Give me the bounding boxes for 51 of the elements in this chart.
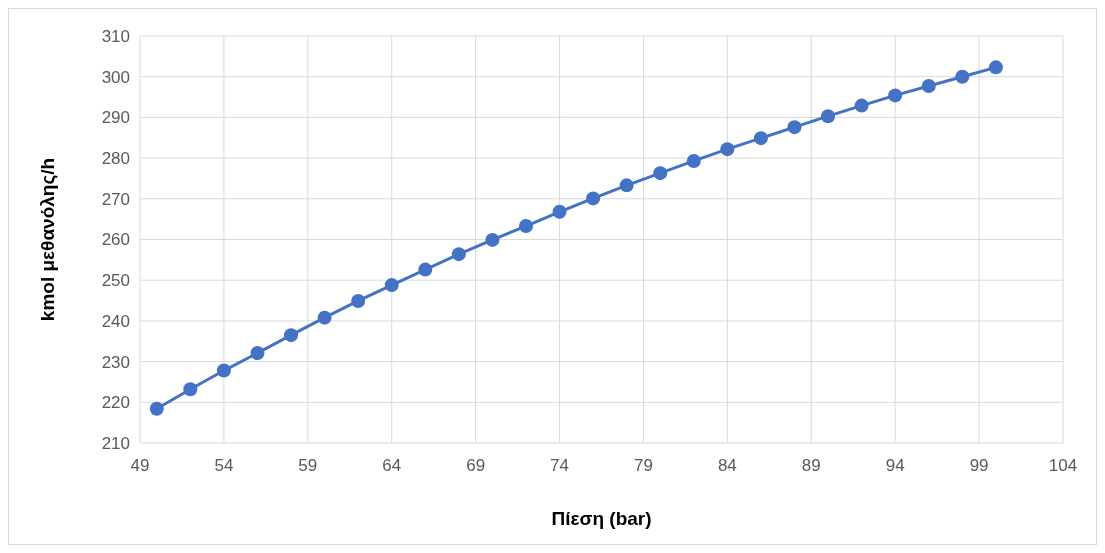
x-tick-label: 69 xyxy=(466,456,486,475)
point xyxy=(351,293,366,308)
point xyxy=(317,310,332,325)
point xyxy=(787,120,802,135)
point xyxy=(485,232,500,247)
point xyxy=(686,153,701,168)
y-tick-label: 280 xyxy=(101,149,130,169)
x-axis-title: Πίεση (bar) xyxy=(551,508,652,529)
x-tick-label: 64 xyxy=(382,456,402,475)
x-tick-label: 79 xyxy=(633,456,653,475)
point xyxy=(149,401,164,416)
point xyxy=(250,346,265,361)
x-tick-label: 49 xyxy=(130,456,150,475)
point xyxy=(653,166,668,181)
point xyxy=(921,79,936,94)
y-tick-label: 270 xyxy=(101,189,130,209)
point xyxy=(216,363,231,378)
point xyxy=(988,60,1003,75)
point xyxy=(384,278,399,293)
point xyxy=(183,382,198,397)
x-tick-label: 59 xyxy=(298,456,318,475)
point xyxy=(753,131,768,146)
point xyxy=(451,247,466,262)
y-tick-label: 230 xyxy=(101,352,130,372)
y-axis-title: kmol μεθανόλης/h xyxy=(37,157,58,322)
point xyxy=(720,142,735,157)
point xyxy=(552,204,567,219)
point xyxy=(284,328,299,343)
y-tick-label: 210 xyxy=(101,433,130,453)
point xyxy=(619,178,634,193)
point xyxy=(888,88,903,103)
x-tick-label: 54 xyxy=(214,456,234,475)
point xyxy=(955,69,970,84)
y-tick-label: 300 xyxy=(101,67,130,87)
x-tick-label: 99 xyxy=(969,456,989,475)
y-tick-label: 290 xyxy=(101,108,130,128)
point xyxy=(418,262,433,277)
y-tick-label: 250 xyxy=(101,271,130,291)
y-tick-label: 220 xyxy=(101,393,130,413)
point xyxy=(821,109,836,124)
y-tick-label: 260 xyxy=(101,230,130,250)
point xyxy=(586,191,601,206)
point xyxy=(854,98,869,113)
x-tick-label: 84 xyxy=(717,456,737,475)
y-tick-label: 310 xyxy=(101,26,130,46)
x-tick-label: 104 xyxy=(1048,456,1078,475)
point xyxy=(518,219,533,234)
x-tick-label: 74 xyxy=(550,456,570,475)
x-tick-label: 94 xyxy=(885,456,905,475)
x-tick-label: 89 xyxy=(801,456,821,475)
y-tick-label: 240 xyxy=(101,311,130,331)
